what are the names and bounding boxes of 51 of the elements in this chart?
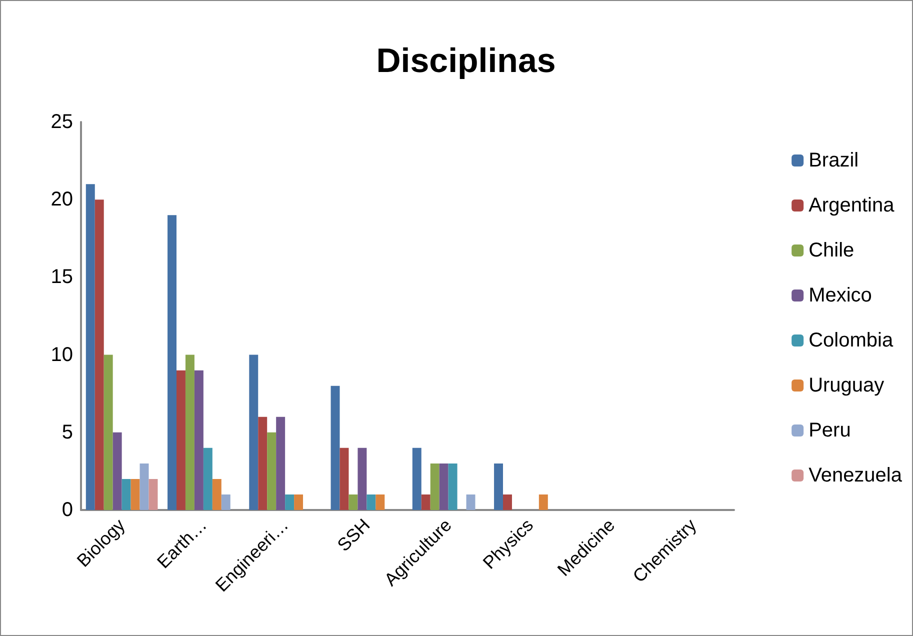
- legend-label: Chile: [808, 240, 854, 262]
- legend-label: Colombia: [808, 330, 894, 352]
- bar: [94, 200, 104, 510]
- y-tick-label: 5: [62, 421, 73, 444]
- bar: [112, 432, 122, 510]
- bar: [130, 478, 140, 510]
- bar: [466, 494, 476, 510]
- bar: [221, 494, 230, 510]
- chart-title: Disciplinas: [376, 42, 556, 80]
- bar: [538, 494, 548, 510]
- y-tick-label: 15: [50, 266, 73, 288]
- bar: [104, 354, 113, 510]
- bar: [194, 370, 204, 510]
- bar: [285, 494, 294, 510]
- bar: [330, 386, 340, 510]
- bar: [140, 463, 149, 510]
- bar: [212, 478, 222, 510]
- bar: [448, 463, 458, 510]
- bar: [258, 416, 268, 510]
- bar: [412, 448, 422, 510]
- y-tick-label: 10: [50, 344, 73, 366]
- legend-label: Peru: [808, 420, 851, 442]
- bar: [203, 448, 212, 510]
- bar: [494, 463, 503, 510]
- bar: [348, 494, 358, 510]
- bar: [439, 463, 448, 510]
- legend-label: Argentina: [808, 194, 896, 216]
- bar: [86, 184, 95, 510]
- y-tick-label: 20: [50, 188, 73, 211]
- legend-label: Uruguay: [808, 374, 884, 396]
- bar: [168, 215, 176, 510]
- bar: [148, 478, 158, 510]
- bar: [294, 494, 304, 510]
- bar: [122, 478, 131, 510]
- bar: [176, 370, 186, 510]
- y-tick-label: 25: [50, 111, 73, 133]
- legend-label: Mexico: [808, 284, 872, 306]
- bar: [276, 416, 286, 510]
- bar: [503, 494, 512, 510]
- bar: [267, 432, 276, 510]
- bar: [376, 494, 385, 510]
- bar: [358, 448, 367, 510]
- legend-label: Venezuela: [808, 464, 903, 486]
- bar: [430, 463, 440, 510]
- y-tick-label: 0: [62, 499, 73, 521]
- legend-label: Brazil: [808, 150, 859, 172]
- bar: [421, 494, 430, 510]
- bar: [366, 494, 376, 510]
- bar: [340, 448, 349, 510]
- bar: [249, 354, 258, 510]
- bar: [185, 354, 194, 510]
